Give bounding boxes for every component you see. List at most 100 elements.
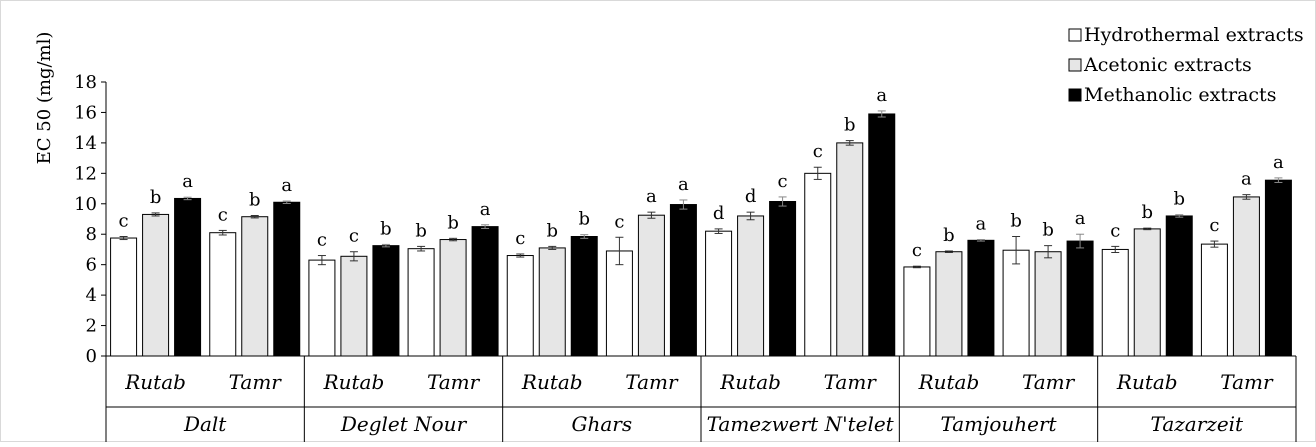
bar bbox=[605, 250, 633, 357]
bar bbox=[868, 113, 896, 357]
variety-label: Deglet Nour bbox=[340, 412, 468, 436]
significance-label: c bbox=[119, 211, 129, 232]
y-tick-label: 16 bbox=[74, 102, 97, 123]
bar bbox=[273, 201, 301, 357]
significance-label: c bbox=[218, 204, 228, 225]
bar bbox=[372, 245, 400, 357]
significance-label: b bbox=[380, 218, 392, 239]
type-label: Tamr bbox=[427, 370, 481, 394]
type-label: Rutab bbox=[1116, 370, 1178, 394]
bar bbox=[439, 239, 467, 357]
bar bbox=[1165, 215, 1193, 357]
variety-label: Tamezwert N'telet bbox=[707, 412, 895, 436]
bar bbox=[737, 215, 765, 357]
bar bbox=[705, 230, 733, 357]
significance-label: c bbox=[349, 226, 359, 247]
y-tick-label: 12 bbox=[74, 163, 97, 184]
variety-label: Dalt bbox=[183, 412, 227, 436]
type-label: Rutab bbox=[918, 370, 980, 394]
y-axis-title: EC 50 (mg/ml) bbox=[34, 32, 55, 165]
legend: Hydrothermal extracts Acetonic extracts Me… bbox=[1068, 24, 1304, 106]
significance-label: a bbox=[281, 175, 292, 196]
bar bbox=[1133, 228, 1161, 357]
significance-label: a bbox=[182, 171, 193, 192]
significance-label: b bbox=[546, 220, 558, 241]
significance-label: b bbox=[249, 189, 261, 210]
significance-label: c bbox=[813, 141, 823, 162]
significance-label: a bbox=[678, 174, 689, 195]
bar bbox=[209, 232, 237, 357]
y-tick-label: 6 bbox=[86, 255, 97, 276]
significance-label: b bbox=[1042, 220, 1054, 241]
significance-label: a bbox=[976, 214, 987, 235]
significance-label: b bbox=[844, 115, 856, 136]
significance-label: c bbox=[778, 171, 788, 192]
variety-label: Tamjouhert bbox=[940, 412, 1057, 436]
bar bbox=[340, 255, 368, 357]
significance-label: c bbox=[614, 211, 624, 232]
legend-label: Hydrothermal extracts bbox=[1084, 24, 1304, 46]
type-label: Rutab bbox=[124, 370, 186, 394]
bar bbox=[1232, 196, 1260, 357]
bar bbox=[110, 237, 138, 357]
y-tick-label: 18 bbox=[74, 72, 97, 93]
significance-label: b bbox=[447, 212, 459, 233]
significance-label: c bbox=[912, 240, 922, 261]
variety-label: Tazarzeit bbox=[1151, 412, 1245, 436]
significance-label: a bbox=[876, 85, 887, 106]
significance-label: b bbox=[943, 225, 955, 246]
bar bbox=[1200, 243, 1228, 357]
legend-swatch bbox=[1068, 58, 1082, 72]
y-tick-label: 2 bbox=[86, 316, 97, 337]
bar bbox=[1264, 179, 1292, 357]
significance-label: d bbox=[745, 186, 757, 207]
y-tick-label: 0 bbox=[86, 346, 97, 367]
variety-label: Ghars bbox=[572, 412, 633, 436]
bar bbox=[471, 226, 499, 357]
type-label: Tamr bbox=[229, 370, 283, 394]
type-label: Tamr bbox=[1220, 370, 1274, 394]
significance-label: b bbox=[415, 220, 427, 241]
significance-label: a bbox=[480, 199, 491, 220]
type-label: Rutab bbox=[521, 370, 583, 394]
type-label: Rutab bbox=[719, 370, 781, 394]
significance-label: a bbox=[646, 186, 657, 207]
significance-label: b bbox=[1173, 189, 1185, 210]
legend-label: Methanolic extracts bbox=[1084, 84, 1276, 106]
significance-label: a bbox=[1273, 152, 1284, 173]
bar bbox=[1066, 240, 1094, 357]
bar bbox=[407, 248, 435, 357]
significance-label: a bbox=[1241, 169, 1252, 190]
type-label: Tamr bbox=[625, 370, 679, 394]
bar bbox=[804, 172, 832, 357]
significance-label: c bbox=[1110, 220, 1120, 241]
y-tick-label: 10 bbox=[74, 194, 97, 215]
legend-swatch bbox=[1068, 28, 1082, 42]
bar bbox=[967, 239, 995, 357]
y-tick-label: 4 bbox=[86, 285, 97, 306]
type-label: Tamr bbox=[824, 370, 878, 394]
bar bbox=[142, 213, 170, 357]
bar bbox=[308, 259, 336, 357]
bar bbox=[669, 204, 697, 357]
type-label: Rutab bbox=[323, 370, 385, 394]
bar bbox=[903, 266, 931, 357]
bar bbox=[1101, 248, 1129, 357]
bar bbox=[1034, 251, 1062, 357]
significance-label: b bbox=[1141, 202, 1153, 223]
bar bbox=[935, 251, 963, 357]
significance-label: b bbox=[1010, 211, 1022, 232]
significance-label: b bbox=[578, 209, 590, 230]
type-label: Tamr bbox=[1022, 370, 1076, 394]
significance-label: c bbox=[515, 228, 525, 249]
bar bbox=[241, 216, 269, 357]
bar bbox=[1002, 249, 1030, 357]
significance-label: a bbox=[1075, 208, 1086, 229]
bar bbox=[570, 236, 598, 357]
legend-swatch bbox=[1068, 88, 1082, 102]
bar bbox=[174, 197, 202, 357]
